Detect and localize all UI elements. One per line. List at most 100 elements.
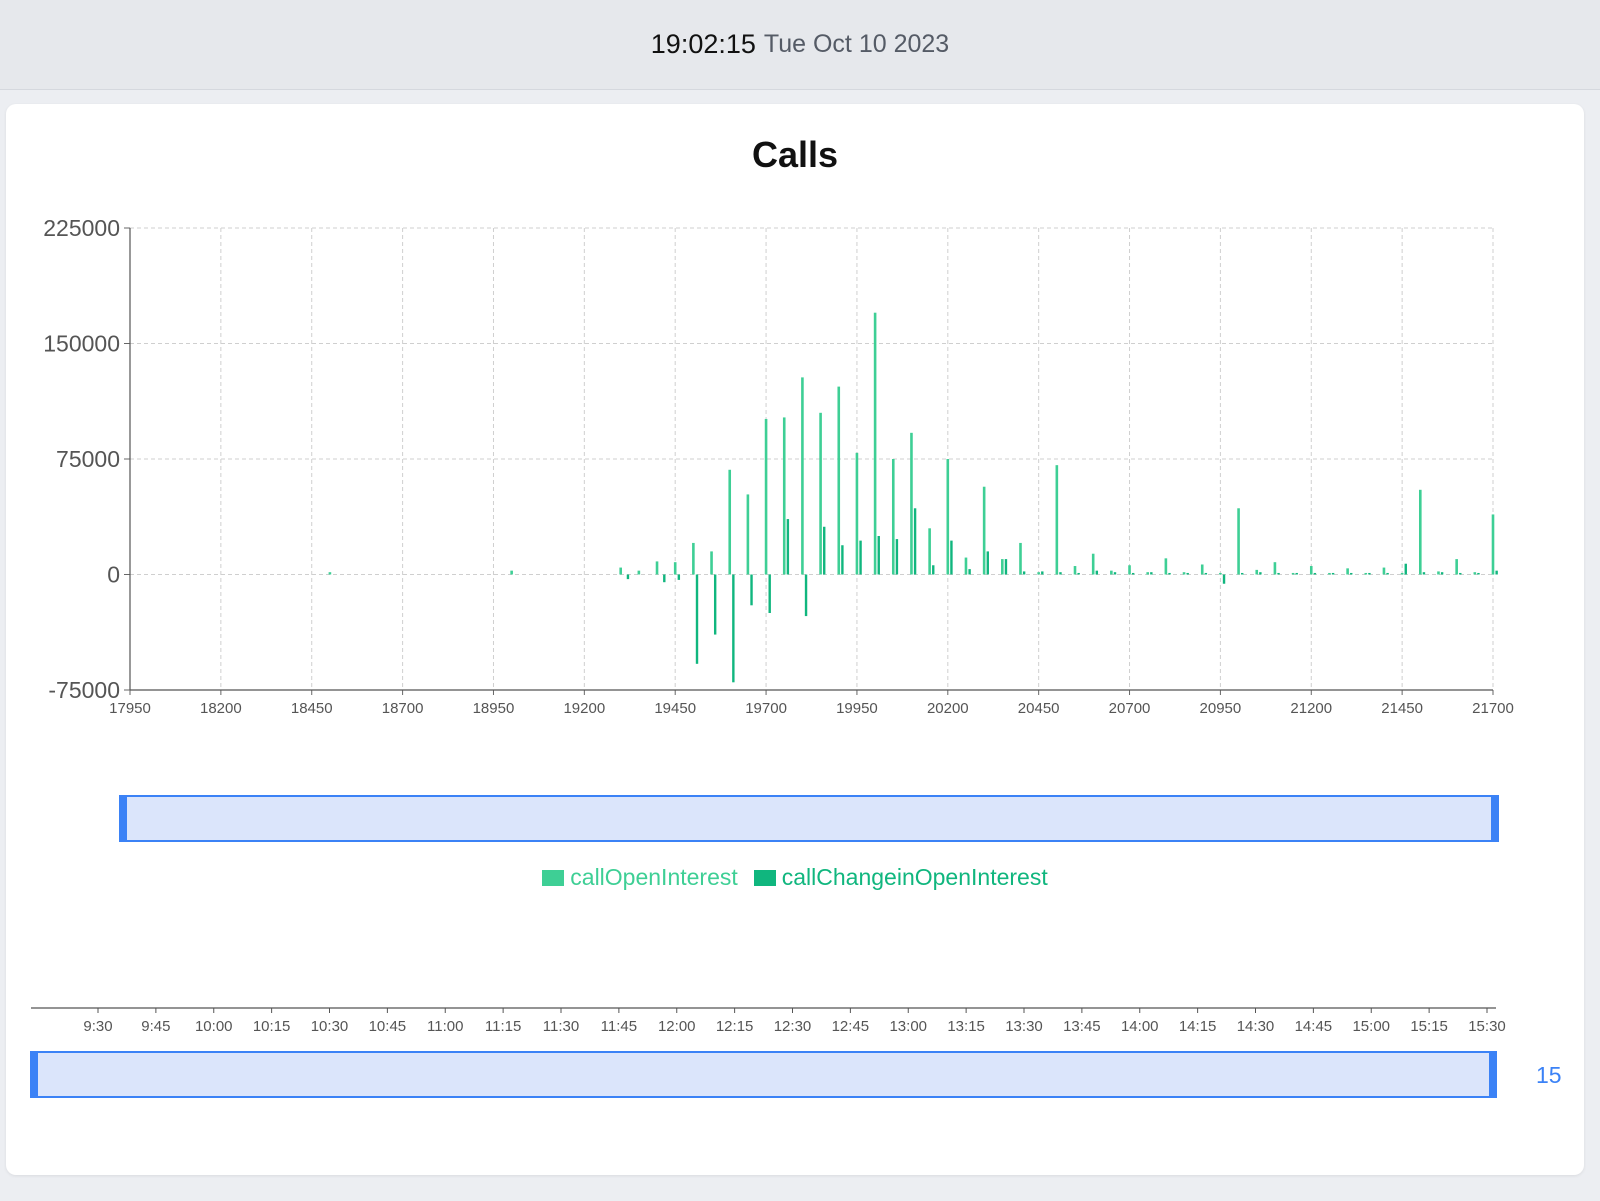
x-tick-label: 19950 — [836, 700, 878, 717]
bar-call-change-in-open-interest — [750, 574, 753, 606]
bar-call-open-interest — [1364, 572, 1368, 575]
time-tick-label: 12:30 — [774, 1018, 812, 1035]
bar-call-change-in-open-interest — [986, 551, 989, 575]
time-tick-label: 10:30 — [311, 1018, 349, 1035]
bar-call-open-interest — [1309, 566, 1313, 575]
x-tick-label: 19450 — [654, 700, 696, 717]
bar-call-change-in-open-interest — [713, 574, 717, 635]
time-tick-label: 14:30 — [1237, 1018, 1275, 1035]
time-slider-left-handle[interactable] — [31, 1052, 38, 1097]
bar-call-change-in-open-interest — [1150, 572, 1153, 575]
bar-call-open-interest — [1146, 572, 1150, 575]
time-tick-label: 14:45 — [1295, 1018, 1333, 1035]
bar-call-change-in-open-interest — [895, 539, 899, 575]
bar-call-open-interest — [746, 494, 750, 575]
bar-call-change-in-open-interest — [1459, 572, 1462, 575]
bar-call-change-in-open-interest — [968, 569, 971, 575]
bar-call-change-in-open-interest — [1495, 570, 1498, 575]
time-tick-label: 12:15 — [716, 1018, 754, 1035]
bar-call-change-in-open-interest — [1113, 572, 1117, 575]
bar-call-change-in-open-interest — [1095, 570, 1099, 575]
header-bar: 19:02:15 Tue Oct 10 2023 — [0, 0, 1600, 90]
bar-call-change-in-open-interest — [1241, 572, 1244, 575]
bar-call-open-interest — [1164, 558, 1168, 575]
chart-card: Calls 17950 18200 18450 18700 18950 19200 1945… — [6, 104, 1584, 1175]
x-tick-label: 20700 — [1109, 700, 1151, 717]
time-slider-end-label: 15 — [1536, 1062, 1562, 1088]
time-tick-label: 11:45 — [601, 1018, 637, 1035]
time-tick-label: 14:00 — [1121, 1018, 1159, 1035]
bar-call-change-in-open-interest — [1022, 571, 1026, 575]
bar-call-open-interest — [1328, 572, 1331, 575]
bar-call-open-interest — [1273, 562, 1277, 575]
bar-call-open-interest — [619, 567, 622, 575]
bar-call-change-in-open-interest — [677, 574, 681, 580]
time-slider-right-handle[interactable] — [1489, 1052, 1496, 1097]
time-tick-label: 15:00 — [1352, 1018, 1390, 1035]
bar-call-change-in-open-interest — [786, 519, 790, 575]
bar-call-change-in-open-interest — [1422, 572, 1426, 575]
bar-call-open-interest — [1346, 568, 1349, 575]
bar-call-open-interest — [1073, 566, 1077, 575]
bar-call-change-in-open-interest — [1131, 572, 1135, 575]
bar-call-change-in-open-interest — [804, 574, 808, 617]
time-tick-label: 13:15 — [947, 1018, 985, 1035]
bar-call-change-in-open-interest — [1350, 572, 1353, 575]
bar-call-change-in-open-interest — [768, 574, 771, 613]
bar-call-change-in-open-interest — [950, 540, 953, 575]
bar-call-change-in-open-interest — [823, 526, 826, 575]
bar-call-open-interest — [1001, 559, 1004, 575]
bar-call-open-interest — [1019, 542, 1022, 575]
bar-call-open-interest — [819, 412, 822, 575]
time-tick-label: 10:00 — [195, 1018, 233, 1035]
bar-call-change-in-open-interest — [1059, 572, 1062, 575]
bar-call-change-in-open-interest — [1041, 571, 1044, 575]
bar-call-open-interest — [1255, 569, 1259, 575]
bar-call-change-in-open-interest — [1368, 572, 1371, 575]
bar-call-change-in-open-interest — [1168, 572, 1171, 575]
time-tick-label: 11:15 — [485, 1018, 521, 1035]
bar-call-open-interest — [1473, 572, 1477, 575]
bar-call-change-in-open-interest — [732, 574, 735, 683]
bar-call-change-in-open-interest — [663, 574, 666, 583]
x-tick-label: 17950 — [109, 700, 151, 717]
bar-call-open-interest — [1437, 571, 1440, 575]
time-tick-label: 9:45 — [141, 1018, 170, 1035]
bar-call-open-interest — [764, 418, 768, 575]
x-tick-label: 18200 — [200, 700, 242, 717]
bar-call-change-in-open-interest — [1331, 572, 1335, 575]
bar-call-open-interest — [673, 562, 677, 575]
bar-call-open-interest — [891, 459, 895, 575]
legend-item-change-in-open-interest[interactable]: callChangeinOpenInterest — [753, 864, 1048, 891]
bar-call-open-interest — [1200, 564, 1204, 575]
bar-call-open-interest — [1182, 572, 1186, 575]
time-tick-label: 13:45 — [1063, 1018, 1101, 1035]
x-tick-label: 21450 — [1381, 700, 1423, 717]
x-tick-label: 20950 — [1200, 700, 1242, 717]
time-tick-label: 11:00 — [427, 1018, 463, 1035]
bar-call-change-in-open-interest — [1204, 572, 1208, 575]
bar-call-open-interest — [873, 312, 877, 575]
time-tick-label: 10:45 — [369, 1018, 407, 1035]
x-tick-label: 21700 — [1472, 700, 1514, 717]
bar-call-open-interest — [855, 452, 859, 575]
bar-call-change-in-open-interest — [626, 574, 630, 580]
strike-slider-right-handle[interactable] — [1491, 796, 1498, 841]
bar-call-change-in-open-interest — [1004, 559, 1008, 575]
time-tick-label: 11:30 — [543, 1018, 579, 1035]
legend-item-open-interest[interactable]: callOpenInterest — [542, 864, 738, 891]
strike-range-slider-track — [119, 795, 1499, 842]
calls-chart: 17950 18200 18450 18700 18950 19200 19450 19700… — [30, 215, 1514, 1098]
bar-call-open-interest — [1219, 572, 1222, 575]
y-tick-label: -75000 — [48, 677, 120, 703]
x-tick-label: 20200 — [927, 700, 969, 717]
x-tick-label: 20450 — [1018, 700, 1060, 717]
legend-swatch-change-in-open-interest — [753, 869, 776, 886]
bar-call-change-in-open-interest — [1077, 572, 1080, 575]
legend-swatch-open-interest — [542, 869, 565, 886]
bar-call-change-in-open-interest — [1277, 572, 1280, 575]
bar-call-open-interest — [946, 459, 950, 575]
y-tick-label: 225000 — [43, 215, 120, 241]
bar-call-open-interest — [1055, 465, 1059, 575]
strike-slider-left-handle[interactable] — [120, 796, 127, 841]
